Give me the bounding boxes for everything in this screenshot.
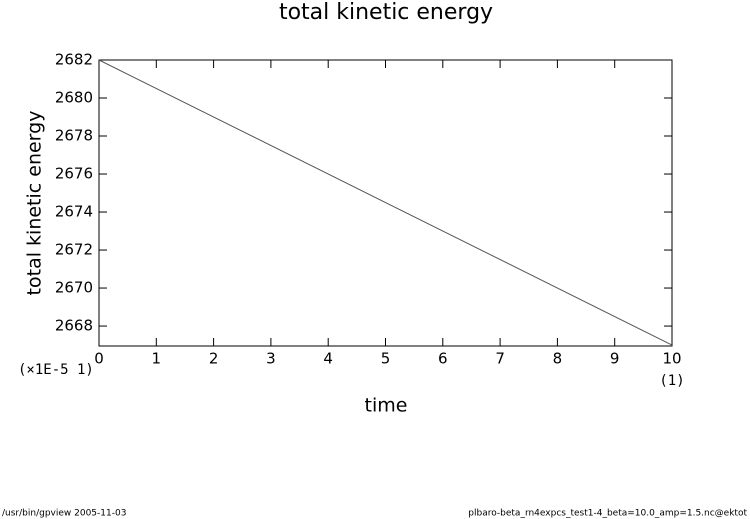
- y-tick-label: 2670: [55, 279, 93, 297]
- annotation: (1): [659, 373, 684, 389]
- x-tick-label: 5: [381, 350, 391, 368]
- x-tick-label: 0: [94, 350, 104, 368]
- footer: plbaro-beta_rn4expcs_test1-4_beta=10.0_a…: [468, 509, 747, 519]
- y-tick-label: 2674: [55, 203, 93, 221]
- footer: /usr/bin/gpview 2005-11-03: [2, 509, 126, 519]
- y-tick-label: 2682: [55, 51, 93, 69]
- x-axis-label: time: [365, 395, 408, 417]
- x-tick-label: 7: [495, 350, 505, 368]
- x-tick-label: 4: [323, 350, 333, 368]
- data-line: [98, 59, 673, 346]
- x-tick-label: 3: [266, 350, 276, 368]
- chart-title: total kinetic energy: [279, 0, 493, 25]
- x-tick-label: 9: [610, 350, 620, 368]
- x-tick-label: 10: [662, 350, 681, 368]
- y-tick-label: 2676: [55, 165, 93, 183]
- annotation: (×1E-5 1): [18, 362, 94, 378]
- x-tick-label: 8: [553, 350, 563, 368]
- x-tick-label: 6: [438, 350, 448, 368]
- y-tick-label: 2678: [55, 127, 93, 145]
- y-axis-label: total kinetic energy: [24, 111, 46, 296]
- x-tick-label: 2: [209, 350, 219, 368]
- x-tick-label: 1: [152, 350, 162, 368]
- y-tick-label: 2668: [55, 317, 93, 335]
- y-tick-label: 2680: [55, 89, 93, 107]
- y-tick-label: 2672: [55, 241, 93, 259]
